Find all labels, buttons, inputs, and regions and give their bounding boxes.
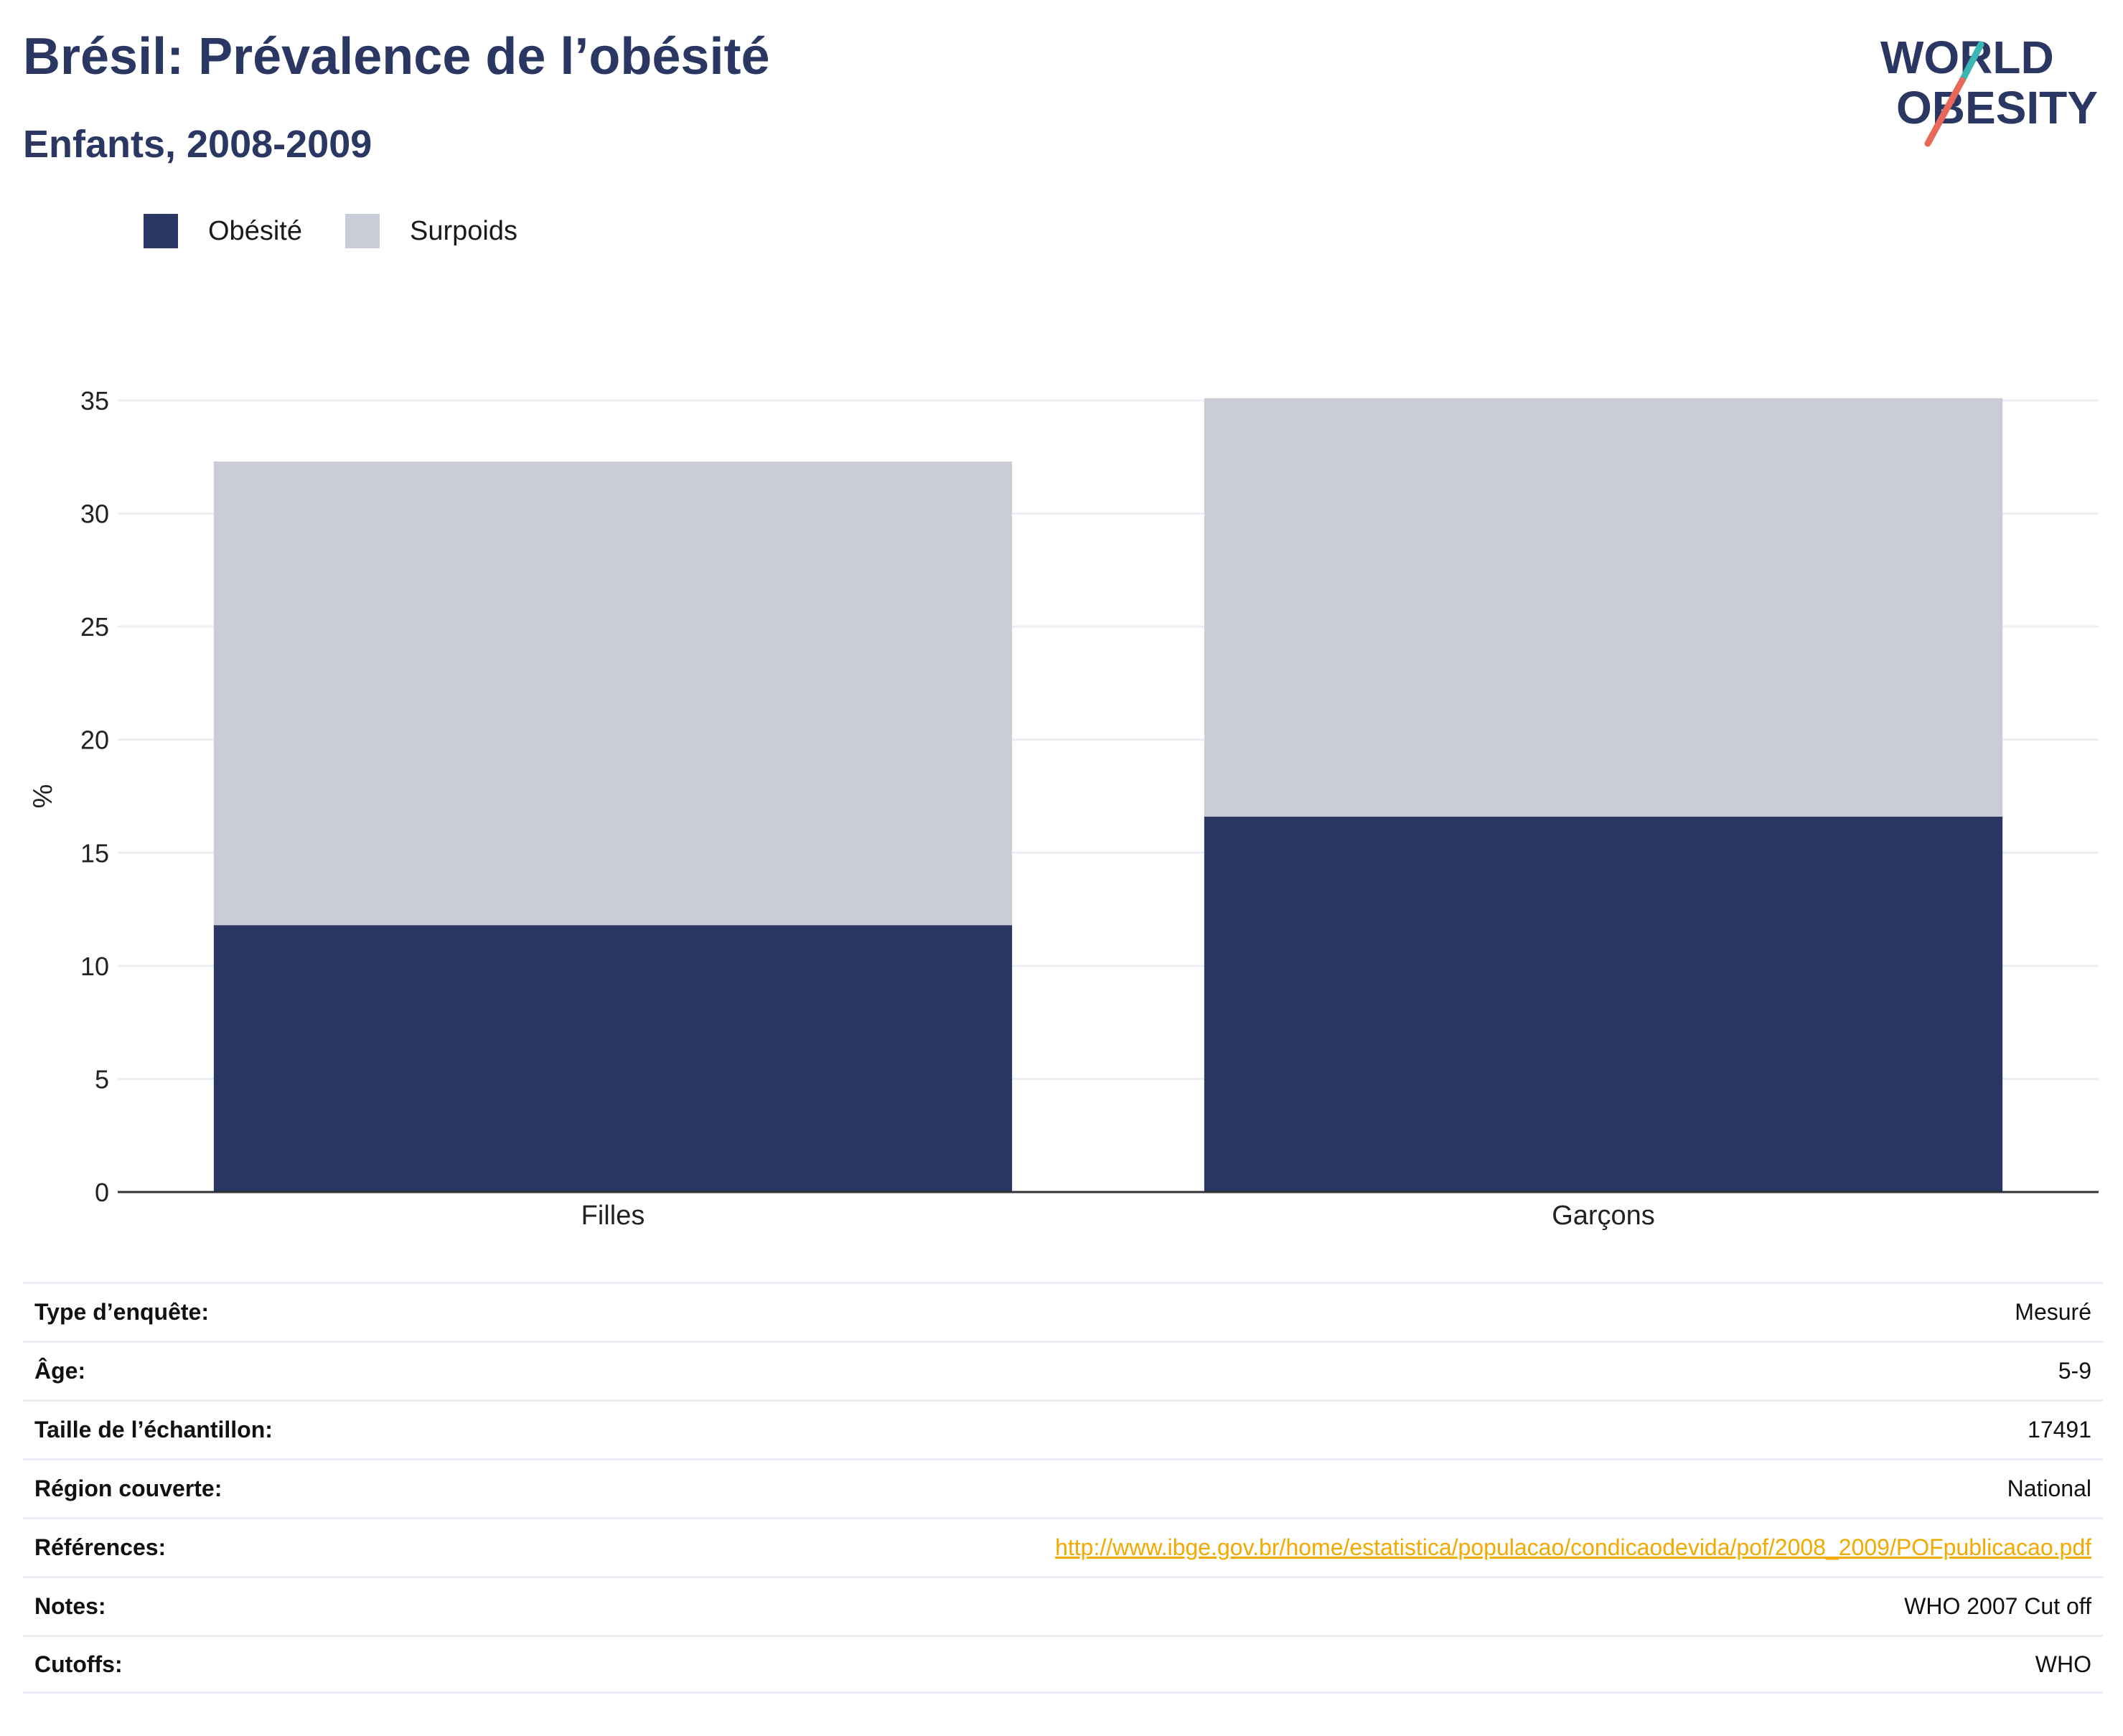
info-label: Région couverte: (34, 1475, 222, 1501)
info-row-region: Région couverte: National (23, 1458, 2103, 1517)
survey-info-table: Type d’enquête: Mesuré Âge: 5-9 Taille d… (23, 1282, 2103, 1694)
info-value: 5-9 (2058, 1358, 2091, 1384)
info-value: National (2007, 1475, 2091, 1501)
logo-slash-top (1959, 41, 1984, 84)
bar-obesity-garcons (1204, 816, 2003, 1192)
logo-line2: OBESITY (1896, 82, 2098, 133)
info-label: Taille de l’échantillon: (34, 1417, 273, 1442)
y-tick-label: 15 (80, 838, 109, 868)
y-tick-label: 0 (95, 1178, 109, 1207)
info-label: Cutoffs: (34, 1651, 123, 1677)
bar-overweight-garcons (1204, 398, 2003, 817)
chart-legend: Obésité Surpoids (144, 214, 561, 248)
info-label: Notes: (34, 1593, 106, 1619)
bar-overweight-filles (213, 461, 1013, 926)
stacked-bar-chart: 0 5 10 15 20 25 30 35% Filles Garçons (28, 386, 2099, 1231)
info-value: WHO 2007 Cut off (1904, 1593, 2091, 1619)
info-value: 17491 (2028, 1417, 2091, 1442)
y-tick-label: 5 (95, 1064, 109, 1094)
info-row-references: Références: http://www.ibge.gov.br/home/… (23, 1517, 2103, 1576)
x-tick-label: Garçons (1552, 1201, 1655, 1231)
logo-slash-bottom (1924, 77, 1966, 147)
y-tick-label: 35 (80, 386, 109, 416)
legend-swatch-overweight (345, 214, 380, 248)
x-tick-label: Filles (581, 1201, 645, 1231)
info-row-cutoffs: Cutoffs: WHO (23, 1635, 2103, 1694)
legend-item-obesity[interactable]: Obésité (144, 214, 302, 248)
y-tick-label: 10 (80, 952, 109, 981)
legend-swatch-obesity (144, 214, 178, 248)
legend-item-overweight[interactable]: Surpoids (345, 214, 517, 248)
world-obesity-logo: WORLD OBESITY (1880, 32, 2098, 147)
chart-subtitle: Enfants, 2008-2009 (23, 123, 372, 166)
y-tick-label: 25 (80, 612, 109, 642)
info-row-age: Âge: 5-9 (23, 1341, 2103, 1399)
info-value: Mesuré (2015, 1299, 2091, 1325)
info-label: Type d’enquête: (34, 1299, 209, 1325)
info-row-survey-type: Type d’enquête: Mesuré (23, 1282, 2103, 1341)
bar-obesity-filles (213, 925, 1013, 1192)
info-row-notes: Notes: WHO 2007 Cut off (23, 1576, 2103, 1635)
info-value: WHO (2035, 1651, 2091, 1677)
info-row-sample-size: Taille de l’échantillon: 17491 (23, 1399, 2103, 1458)
legend-label-overweight: Surpoids (409, 215, 517, 246)
chart-title: Brésil: Prévalence de l’obésité (23, 28, 770, 85)
legend-label-obesity: Obésité (208, 215, 302, 246)
info-label: Références: (34, 1534, 167, 1560)
y-tick-label: 30 (80, 499, 109, 529)
reference-link[interactable]: http://www.ibge.gov.br/home/estatistica/… (1055, 1534, 2091, 1560)
y-axis-label: % (28, 784, 58, 809)
y-tick-label: 20 (80, 726, 109, 755)
info-label: Âge: (34, 1358, 86, 1384)
